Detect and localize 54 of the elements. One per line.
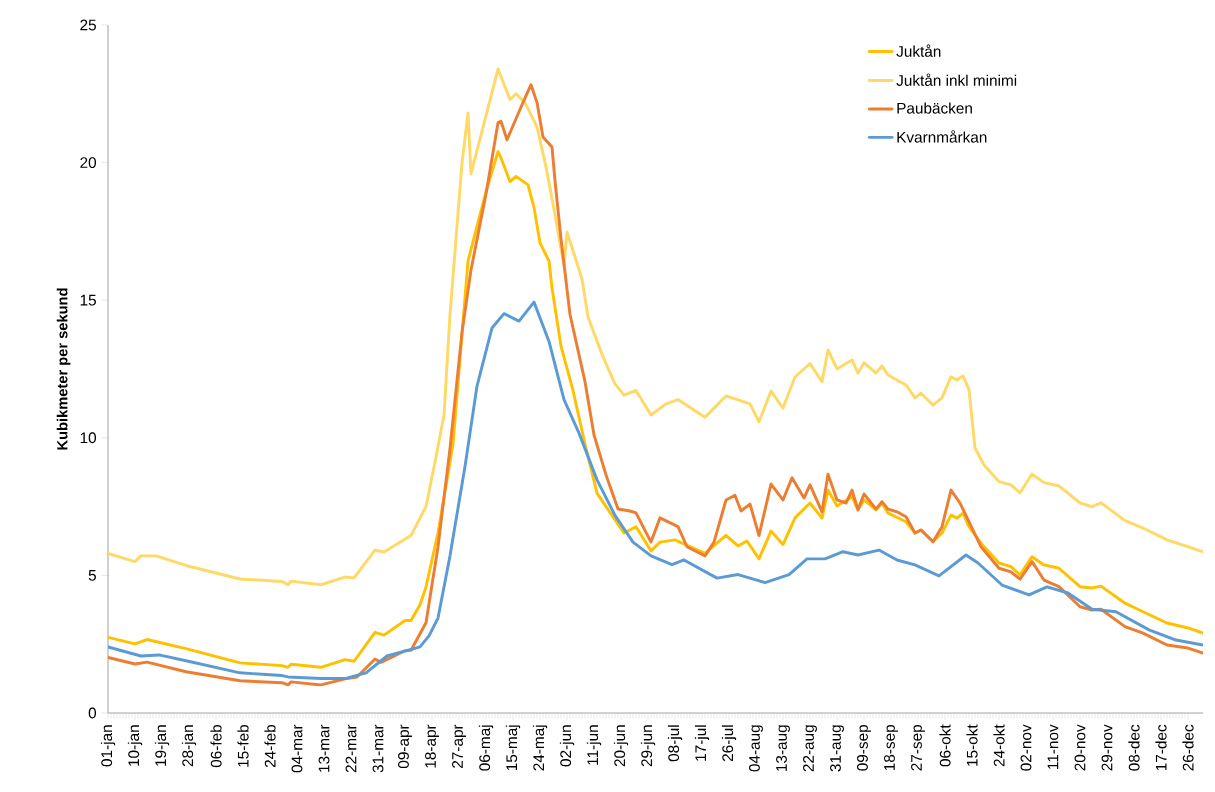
legend-label: Paubäcken [897,102,972,114]
x-tick-label: 15-feb [237,725,249,767]
y-tick-label: 15 [80,294,96,306]
x-tick-label: 17-jul [694,725,710,761]
x-tick-label: 24-feb [264,725,276,768]
x-tick-label: 31-mar [372,724,384,773]
x-tick-label: 26-dec [1182,724,1194,771]
x-tick-label: 06-okt [939,724,951,767]
x-tick-label: 18-apr [425,724,439,768]
x-tick-label: 18-sep [884,725,898,771]
y-tick-label: 5 [88,570,96,581]
y-tick-label: 20 [80,157,97,169]
x-tick-label: 29-nov [1101,724,1113,771]
x-tick-label: 20-jun [613,725,629,767]
x-tick-label: 15-okt [966,724,978,766]
legend-label: Juktån [896,44,941,57]
x-tick-label: 29-jun [640,725,656,767]
x-tick-label: 06-feb [210,725,222,768]
x-tick-label: 08-jul [667,725,683,762]
x-tick-label: 19-jan [154,725,170,766]
x-tick-label: 10-jan [127,725,143,766]
legend-label: Juktån inkl minimi [896,73,1017,86]
x-tick-label: 04-mar [291,724,303,773]
x-tick-label: 17-dec [1155,724,1167,771]
y-tick-label: 0 [88,707,97,719]
x-tick-label: 22-aug [803,725,817,772]
legend-label: Kvarnmårkan [897,130,987,143]
x-tick-label: 06-maj [478,725,494,771]
x-tick-label: 28-jan [181,725,197,767]
y-tick-label: 10 [80,432,97,444]
x-tick-label: 09-apr [398,724,412,769]
x-tick-label: 01-jan [100,725,116,767]
x-tick-label: 31-aug [830,725,844,772]
line-series [108,67,1203,587]
x-tick-label: 22-mar [345,724,357,773]
x-tick-label: 08-dec [1128,724,1140,771]
x-tick-label: 15-maj [505,725,521,771]
x-tick-label: 27-sep [911,725,925,771]
x-tick-label: 09-sep [857,725,871,771]
x-tick-label: 11-nov [1047,724,1059,769]
x-tick-label: 13-aug [776,725,790,771]
x-tick-label: 27-apr [452,724,466,768]
x-tick-label: 02-jun [559,725,575,767]
y-tick-label: 25 [80,19,96,31]
x-tick-label: 24-maj [532,725,548,771]
x-tick-label: 04-aug [749,725,763,772]
x-tick-label: 02-nov [1020,724,1032,771]
x-tick-label: 11-jun [586,725,602,765]
line-series [108,300,1203,681]
x-tick-label: 24-okt [993,724,1005,767]
x-tick-label: 13-mar [318,724,330,772]
y-axis-title: Kubikmeter per sekund [56,288,71,450]
x-tick-label: 20-nov [1074,724,1086,771]
x-tick-label: 26-jul [721,725,737,762]
